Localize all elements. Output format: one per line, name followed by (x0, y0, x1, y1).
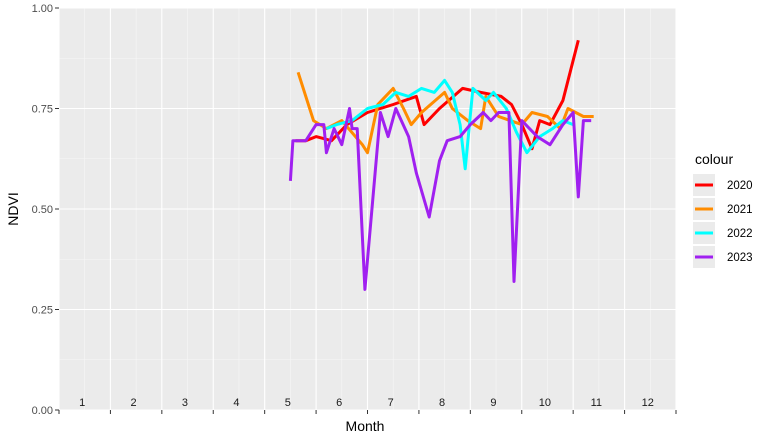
month-label: 1 (79, 397, 85, 409)
month-label: 4 (233, 397, 239, 409)
series-line-2023 (288, 107, 592, 291)
month-label: 5 (285, 397, 291, 409)
month-label: 10 (539, 397, 551, 409)
legend-label-2022: 2022 (727, 228, 753, 240)
x-axis (58, 410, 677, 414)
month-label: 6 (336, 397, 342, 409)
month-label: 8 (439, 397, 445, 409)
legend: colour 2020 2021 2022 2023 (693, 151, 753, 268)
legend-label-2020: 2020 (727, 180, 753, 192)
series-line-2020 (295, 39, 580, 151)
legend-label-2023: 2023 (727, 252, 753, 264)
y-tick-label: 1.00 (32, 3, 53, 15)
legend-title: colour (695, 151, 733, 167)
y-tick-label: 0.00 (32, 405, 53, 417)
y-tick-label: 0.25 (32, 305, 53, 317)
y-tick-label: 0.50 (32, 204, 53, 216)
month-label: 7 (388, 397, 394, 409)
series-line-2022 (325, 78, 574, 171)
month-label: 12 (642, 397, 654, 409)
month-labels: 1 2 3 4 5 6 7 8 9 10 11 12 (79, 397, 654, 409)
month-label: 3 (182, 397, 188, 409)
month-label: 2 (130, 397, 136, 409)
month-label: 9 (490, 397, 496, 409)
y-tick-label: 0.75 (32, 104, 53, 116)
series-lines (288, 39, 594, 291)
y-axis: 0.00 0.25 0.50 0.75 1.00 (32, 3, 59, 417)
x-axis-title: Month (346, 418, 385, 434)
y-axis-title: NDVI (5, 192, 21, 225)
legend-label-2021: 2021 (727, 204, 753, 216)
month-label: 11 (591, 397, 602, 409)
